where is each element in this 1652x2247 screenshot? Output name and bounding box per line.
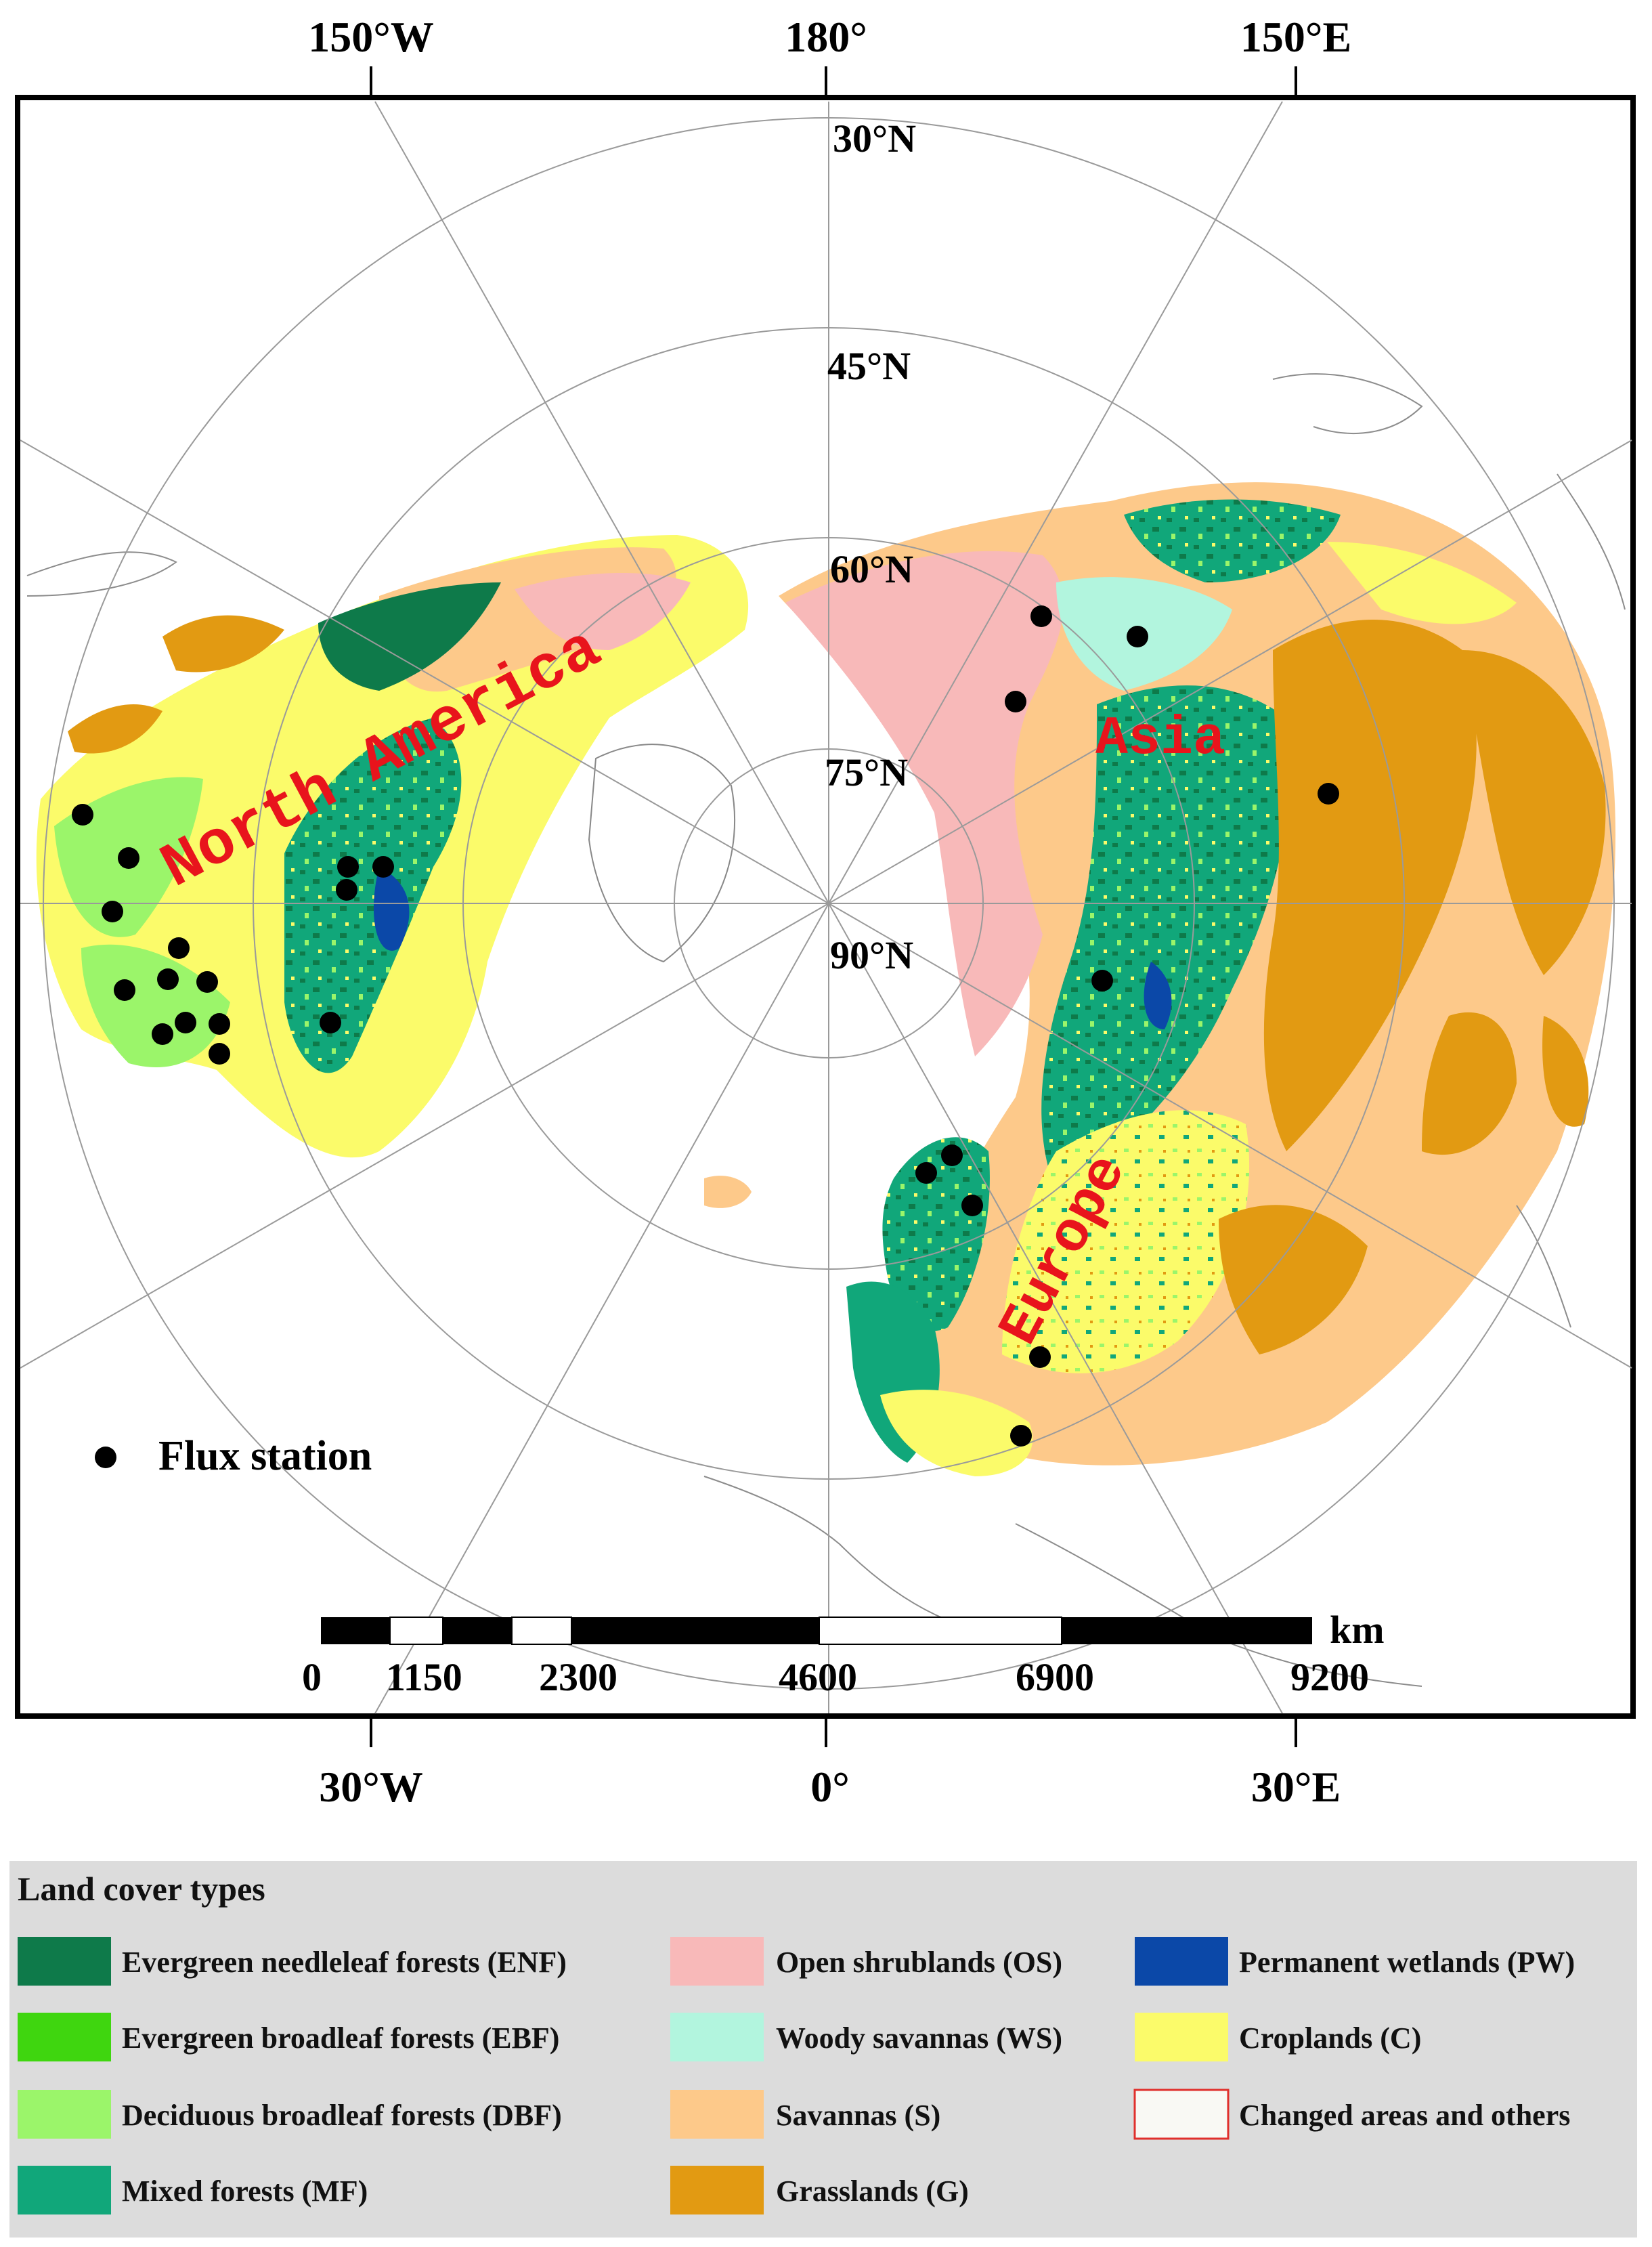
lon-label-0: 0°: [810, 1763, 850, 1811]
legend-swatch-enf: [18, 1937, 111, 1986]
flux-station-marker: [1010, 1425, 1032, 1447]
legend-label-ws: Woody savannas (WS): [776, 2021, 1062, 2055]
flux-station-marker: [114, 979, 135, 1001]
flux-station-marker: [72, 804, 93, 826]
flux-station-marker: [961, 1195, 983, 1216]
legend-swatch-ebf: [18, 2013, 111, 2061]
lon-label-30e: 30°E: [1251, 1763, 1341, 1811]
lon-label-150w: 150°W: [308, 13, 434, 61]
lon-label-180: 180°: [785, 13, 867, 61]
scale-bar-tick: 0: [302, 1655, 322, 1699]
flux-station-marker: [118, 847, 139, 869]
land-cover-layer: [36, 482, 1616, 1476]
flux-station-marker: [102, 901, 123, 922]
lon-label-30w: 30°W: [319, 1763, 423, 1811]
scale-bar-unit: km: [1330, 1608, 1385, 1652]
legend-swatch-pw: [1135, 1937, 1228, 1986]
flux-station-marker: [336, 879, 357, 901]
scale-bar: km 0 1150 2300 4600 6900 9200: [302, 1608, 1385, 1699]
legend-swatch-dbf: [18, 2090, 111, 2139]
flux-station-marker: [157, 968, 179, 990]
legend-label-mf: Mixed forests (MF): [122, 2175, 368, 2208]
scale-bar-tick: 1150: [386, 1655, 462, 1699]
flux-station-marker: [1127, 626, 1148, 647]
legend-label-c: Croplands (C): [1239, 2021, 1421, 2055]
graticule: [20, 101, 1632, 1714]
legend-label-pw: Permanent wetlands (PW): [1239, 1946, 1575, 1979]
legend-swatch-s: [670, 2090, 764, 2139]
legend-swatch-ws: [670, 2013, 764, 2061]
legend-swatch-c: [1135, 2013, 1228, 2061]
flux-station-legend-label: Flux station: [158, 1433, 372, 1479]
flux-station-marker: [1091, 970, 1113, 991]
scale-bar-tick: 9200: [1290, 1655, 1369, 1699]
scale-bar-tick: 2300: [539, 1655, 617, 1699]
lon-label-150e: 150°E: [1240, 13, 1351, 61]
legend-swatch-mf: [18, 2166, 111, 2214]
flux-station-marker: [1030, 605, 1052, 627]
flux-station-marker: [941, 1144, 963, 1166]
coastlines: [26, 373, 1626, 1687]
flux-station-marker: [168, 937, 190, 959]
flux-station-marker: [320, 1012, 341, 1033]
flux-station-legend: Flux station: [95, 1433, 372, 1479]
flux-station-marker: [175, 1012, 196, 1033]
legend-swatch-g: [670, 2166, 764, 2214]
lat-label-30n: 30°N: [833, 116, 916, 160]
scale-bar-tick: 4600: [779, 1655, 857, 1699]
legend-label-dbf: Deciduous broadleaf forests (DBF): [122, 2099, 562, 2132]
flux-station-marker: [1029, 1346, 1051, 1368]
scale-bar-tick: 6900: [1016, 1655, 1094, 1699]
flux-station-marker: [152, 1023, 173, 1045]
legend-swatch-os: [670, 1937, 764, 1986]
legend-label-ebf: Evergreen broadleaf forests (EBF): [122, 2021, 559, 2055]
flux-station-marker: [915, 1162, 937, 1184]
flux-station-marker: [372, 856, 394, 878]
land-cover-legend: Land cover types Evergreen needleleaf fo…: [9, 1861, 1637, 2238]
legend-label-os: Open shrublands (OS): [776, 1946, 1062, 1979]
region-label-asia: Asia: [1095, 708, 1225, 770]
legend-swatch-others: [1133, 2089, 1230, 2140]
lat-label-90n: 90°N: [830, 933, 913, 977]
top-longitude-labels: 150°W 180° 150°E: [308, 13, 1351, 98]
scandinavia-landmass: [882, 1137, 990, 1331]
legend-label-s: Savannas (S): [776, 2099, 940, 2132]
bottom-longitude-labels: 30°W 0° 30°E: [319, 1716, 1341, 1811]
flux-station-marker: [1318, 783, 1339, 805]
flux-station-marker: [209, 1013, 230, 1035]
legend-label-others: Changed areas and others: [1239, 2099, 1570, 2132]
flux-station-marker: [196, 971, 218, 993]
lat-label-75n: 75°N: [825, 750, 908, 794]
lat-label-45n: 45°N: [827, 344, 911, 388]
flux-station-legend-marker: [95, 1447, 116, 1468]
flux-station-marker: [1005, 691, 1026, 712]
flux-station-marker: [209, 1043, 230, 1065]
lat-label-60n: 60°N: [830, 547, 913, 591]
legend-label-enf: Evergreen needleleaf forests (ENF): [122, 1946, 567, 1979]
legend-title: Land cover types: [18, 1870, 265, 1908]
flux-stations: [72, 605, 1339, 1447]
flux-station-marker: [337, 856, 359, 878]
legend-label-g: Grasslands (G): [776, 2175, 969, 2208]
